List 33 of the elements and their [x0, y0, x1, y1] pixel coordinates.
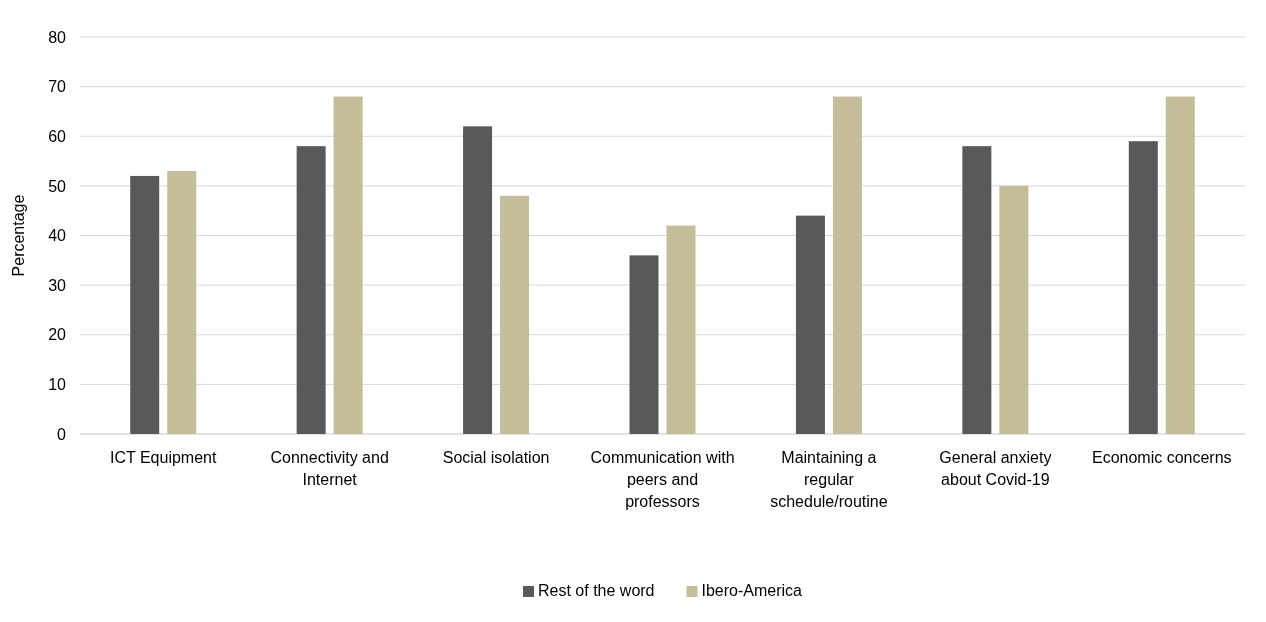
y-axis-title: Percentage: [10, 194, 27, 277]
bar: [795, 215, 825, 434]
y-tick-label: 0: [57, 425, 67, 443]
y-tick-label: 80: [48, 28, 67, 46]
x-tick-label: Maintaining a regular schedule/routine: [770, 449, 888, 510]
bar: [999, 185, 1029, 434]
y-tick-label: 40: [48, 227, 67, 245]
bar: [463, 126, 493, 434]
bar: [500, 195, 530, 434]
bar: [167, 170, 197, 434]
x-tick-label: Economic concerns: [1091, 449, 1232, 466]
x-tick-label: Social isolation: [442, 449, 550, 466]
x-tick-label: ICT Equipment: [110, 449, 217, 466]
y-tick-label: 60: [48, 127, 67, 145]
bar: [832, 96, 862, 434]
bar: [1165, 96, 1195, 434]
bar: [333, 96, 363, 434]
x-tick-label: Connectivity and Internet: [270, 449, 389, 488]
x-tick-label: Communication with peers and professors: [590, 449, 735, 510]
bar: [296, 146, 326, 434]
bar: [962, 146, 992, 434]
y-tick-label: 20: [48, 326, 67, 344]
legend-label: Ibero-America: [701, 582, 803, 599]
legend-label: Rest of the word: [538, 582, 655, 599]
y-tick-label: 50: [48, 177, 67, 195]
y-tick-label: 70: [48, 78, 67, 96]
x-tick-label: General anxiety about Covid-19: [939, 449, 1052, 488]
bar: [629, 255, 659, 434]
y-tick-label: 10: [48, 375, 67, 393]
bar: [1128, 141, 1158, 434]
bar: [130, 175, 160, 434]
y-tick-label: 30: [48, 276, 67, 294]
bar: [666, 225, 696, 434]
